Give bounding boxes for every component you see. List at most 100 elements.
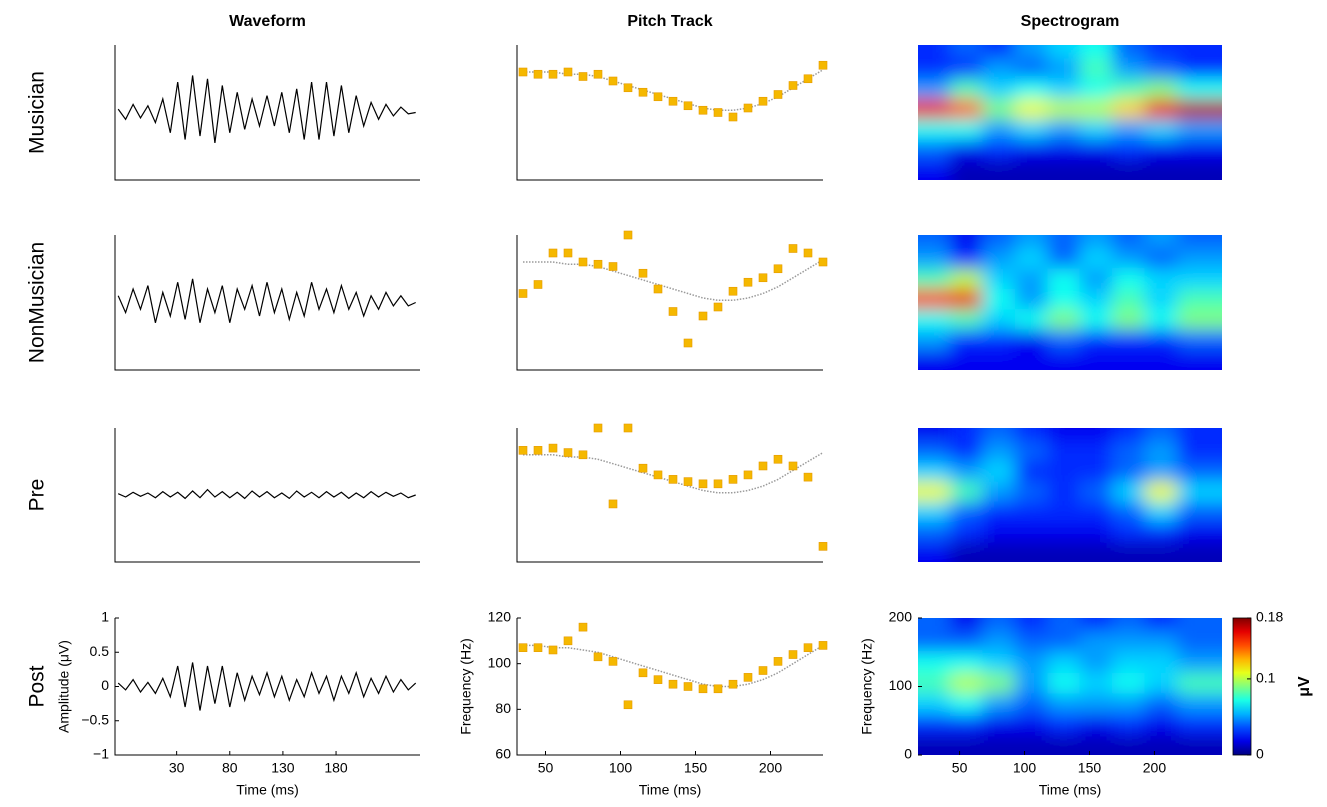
heatmap-cell — [1177, 693, 1222, 715]
response-point — [698, 311, 708, 321]
heatmap-cell — [949, 289, 984, 311]
heatmap-cell — [1112, 289, 1146, 311]
heatmap-cell — [949, 734, 984, 755]
heatmap-cell — [1177, 501, 1222, 523]
response-point — [698, 479, 708, 489]
panel — [918, 235, 1222, 370]
response-point — [653, 92, 663, 102]
column-title: Pitch Track — [627, 13, 712, 30]
response-point — [638, 463, 648, 473]
heatmap-cell — [1079, 734, 1114, 755]
response-point — [818, 641, 828, 650]
heatmap-cell — [918, 618, 951, 633]
heatmap-cell — [1014, 713, 1049, 736]
heatmap-cell — [1112, 734, 1146, 755]
heatmap-cell — [1079, 289, 1114, 311]
heatmap-cell — [1112, 248, 1146, 270]
heatmap-cell — [918, 441, 951, 463]
response-point — [818, 60, 828, 70]
heatmap-cell — [1014, 652, 1049, 674]
heatmap-cell — [1079, 159, 1114, 180]
panel: 30 80 130 180 −1 −0.5 0 0.5 1 Time (ms) Amplitude … — [56, 609, 420, 798]
heatmap-cell — [1112, 235, 1146, 250]
heatmap-cell — [949, 713, 984, 736]
heatmap-cell — [1079, 268, 1114, 290]
panel — [114, 235, 420, 371]
response-point — [743, 277, 753, 287]
heatmap-cell — [949, 235, 984, 250]
response-point — [533, 446, 543, 455]
heatmap-cell — [1047, 349, 1081, 370]
response-point — [638, 87, 648, 97]
response-point — [773, 454, 783, 464]
heatmap-cell — [982, 441, 1016, 463]
heatmap-cell — [1112, 268, 1146, 290]
heatmap-cell — [918, 139, 951, 161]
response-point — [623, 423, 633, 433]
colorbar-tick-label: 0.18 — [1256, 609, 1283, 625]
heatmap-cell — [1079, 349, 1114, 370]
heatmap-cell — [949, 329, 984, 351]
heatmap-cell — [1144, 672, 1179, 695]
heatmap-cell — [918, 329, 951, 351]
y-axis-label: Frequency (Hz) — [458, 638, 474, 734]
heatmap-cell — [1144, 441, 1179, 463]
heatmap-cell — [1047, 521, 1081, 543]
heatmap-cell — [982, 99, 1016, 121]
response-point — [518, 446, 528, 455]
heatmap-cell — [1014, 78, 1049, 100]
heatmap-cell — [1144, 119, 1179, 141]
heatmap-cell — [918, 159, 951, 180]
heatmap-cell — [918, 734, 951, 755]
y-axis-label: Frequency (Hz) — [859, 638, 875, 734]
response-point — [788, 650, 798, 659]
heatmap-cell — [918, 99, 951, 121]
response-point — [638, 268, 648, 278]
y-tick-label: 120 — [488, 609, 512, 625]
y-tick-label: 100 — [889, 677, 913, 693]
heatmap-cell — [1047, 631, 1081, 654]
heatmap-cell — [982, 618, 1016, 633]
heatmap-cell — [949, 501, 984, 523]
heatmap-cell — [949, 481, 984, 503]
x-tick-label: 80 — [222, 760, 238, 776]
heatmap-cell — [1014, 618, 1049, 633]
heatmap-cell — [1177, 268, 1222, 290]
panel — [114, 428, 420, 563]
heatmap-cell — [1112, 618, 1146, 633]
response-point — [578, 72, 588, 81]
panel — [918, 428, 1222, 562]
response-point — [623, 700, 633, 710]
heatmap-cell — [1014, 672, 1049, 695]
colorbar-label: μV — [1296, 676, 1313, 697]
x-tick-label: 150 — [684, 760, 708, 776]
response-point — [548, 443, 558, 453]
heatmap-cell — [1079, 481, 1114, 503]
heatmap-cell — [1079, 119, 1114, 141]
waveform — [117, 662, 417, 711]
heatmap-cell — [918, 309, 951, 331]
heatmap-cell — [982, 268, 1016, 290]
heatmap-cell — [1014, 329, 1049, 351]
response-point — [728, 286, 738, 296]
heatmap-cell — [1047, 268, 1081, 290]
heatmap-cell — [1014, 99, 1049, 121]
y-axis-label: Amplitude (μV) — [56, 640, 72, 733]
heatmap-cell — [982, 693, 1016, 715]
response-point — [713, 108, 723, 117]
heatmap-cell — [949, 78, 984, 100]
heatmap-cell — [1047, 461, 1081, 483]
heatmap-cell — [1014, 541, 1049, 562]
heatmap-cell — [1014, 461, 1049, 483]
response-point — [698, 105, 708, 115]
response-point — [728, 112, 738, 122]
heatmap-cell — [1177, 652, 1222, 674]
response-point — [728, 679, 738, 689]
heatmap-cell — [1079, 99, 1114, 121]
heatmap-cell — [949, 631, 984, 654]
heatmap-cell — [982, 235, 1016, 250]
response-point — [683, 682, 693, 691]
heatmap-cell — [1047, 159, 1081, 180]
heatmap-cell — [1144, 713, 1179, 736]
heatmap-cell — [982, 541, 1016, 562]
